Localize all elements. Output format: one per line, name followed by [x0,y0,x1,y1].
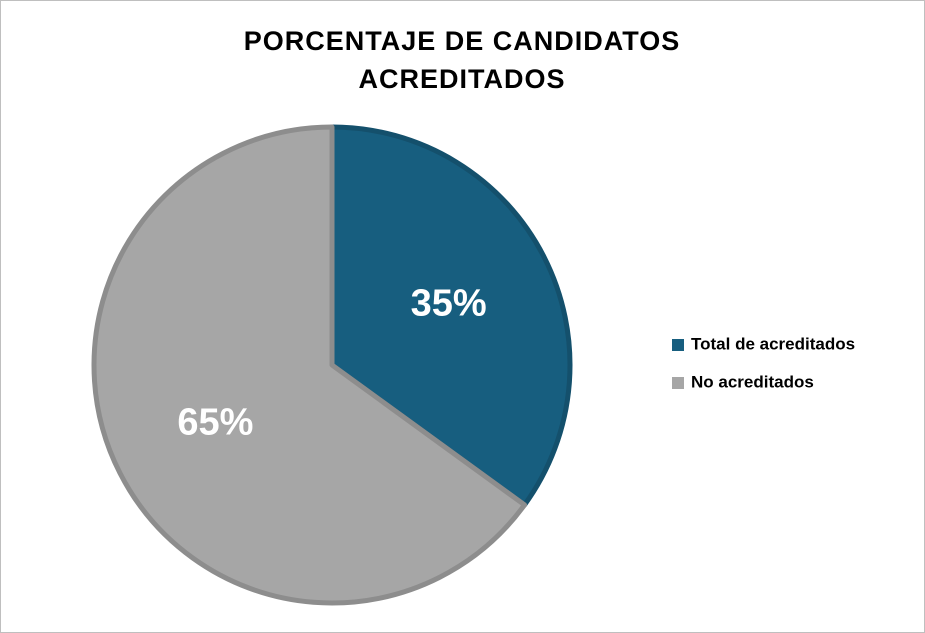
pie-slice [329,124,573,508]
legend-swatch [672,339,684,351]
chart-title: PORCENTAJE DE CANDIDATOS ACREDITADOS [243,26,681,94]
data-label: 35% [411,283,487,325]
pie-slice [91,124,528,606]
legend-label: Total de acreditados [691,334,855,353]
data-label: 65% [177,401,253,443]
legend-label: No acreditados [691,372,814,391]
legend-swatch [672,377,684,389]
